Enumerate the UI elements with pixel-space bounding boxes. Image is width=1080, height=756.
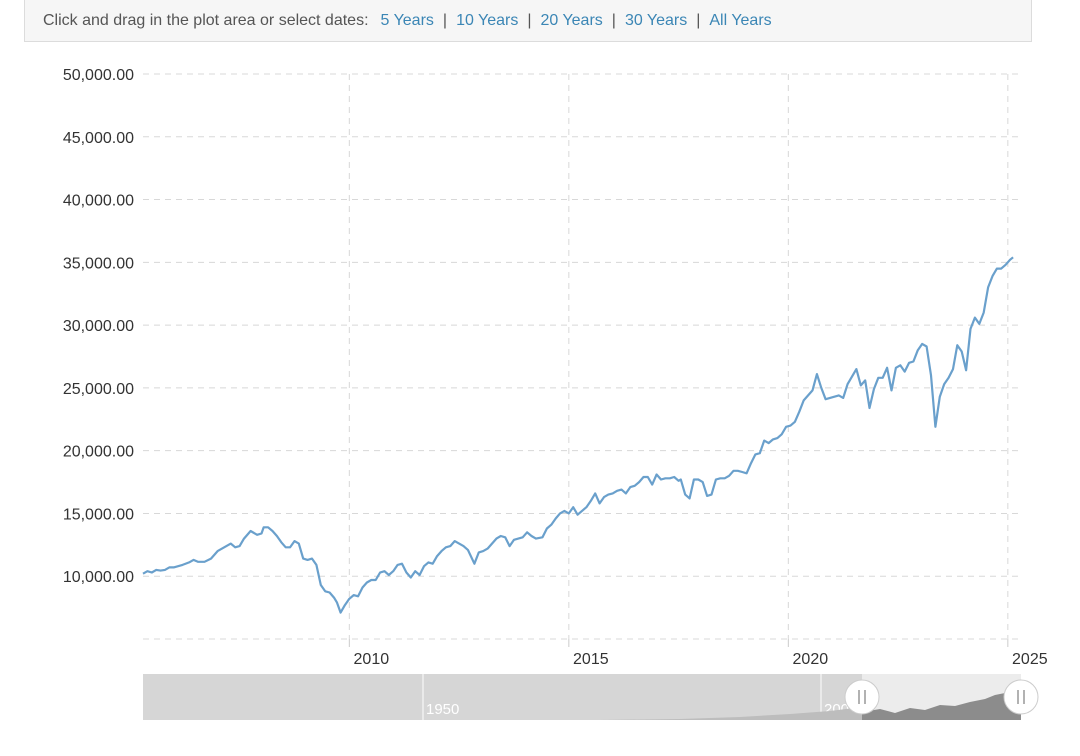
y-tick-label: 35,000.00 bbox=[63, 255, 134, 272]
range-separator: | bbox=[611, 11, 616, 29]
y-tick-label: 10,000.00 bbox=[63, 569, 134, 586]
navigator[interactable]: 1950 2000 bbox=[143, 674, 1039, 720]
range-prompt: Click and drag in the plot area or selec… bbox=[43, 11, 369, 29]
range-separator: | bbox=[527, 11, 532, 29]
y-axis: 10,000.00 15,000.00 20,000.00 25,000.00 30,0… bbox=[63, 67, 134, 586]
range-30-years[interactable]: 30 Years bbox=[624, 11, 688, 29]
y-tick-label: 45,000.00 bbox=[63, 130, 134, 147]
x-tick-label: 2020 bbox=[793, 651, 829, 668]
range-10-years[interactable]: 10 Years bbox=[456, 11, 519, 29]
y-tick-label: 40,000.00 bbox=[63, 193, 134, 210]
x-tick-label: 2015 bbox=[573, 651, 609, 668]
y-tick-label: 15,000.00 bbox=[63, 506, 134, 523]
y-tick-label: 30,000.00 bbox=[63, 318, 134, 335]
range-separator: | bbox=[696, 11, 701, 29]
navigator-area-outside bbox=[600, 707, 862, 720]
range-5-years[interactable]: 5 Years bbox=[380, 11, 434, 29]
navigator-area-selected bbox=[862, 693, 1021, 720]
navigator-handle-right[interactable] bbox=[1003, 679, 1039, 715]
y-tick-label: 50,000.00 bbox=[63, 67, 134, 84]
range-all-years[interactable]: All Years bbox=[709, 11, 772, 29]
range-separator: | bbox=[442, 11, 448, 29]
x-axis: 2010 2015 2020 2025 bbox=[348, 639, 1048, 668]
range-selector: Click and drag in the plot area or selec… bbox=[24, 0, 1032, 42]
y-tick-label: 20,000.00 bbox=[63, 444, 134, 461]
navigator-label-1950: 1950 bbox=[426, 701, 459, 718]
y-tick-label: 25,000.00 bbox=[63, 381, 134, 398]
navigator-handle-left[interactable] bbox=[844, 679, 880, 715]
x-tick-label: 2010 bbox=[354, 651, 390, 668]
series-line bbox=[142, 256, 1014, 614]
range-20-years[interactable]: 20 Years bbox=[540, 11, 603, 29]
series-group bbox=[142, 256, 1014, 614]
x-tick-label: 2025 bbox=[1012, 651, 1048, 668]
grid bbox=[143, 73, 1021, 640]
